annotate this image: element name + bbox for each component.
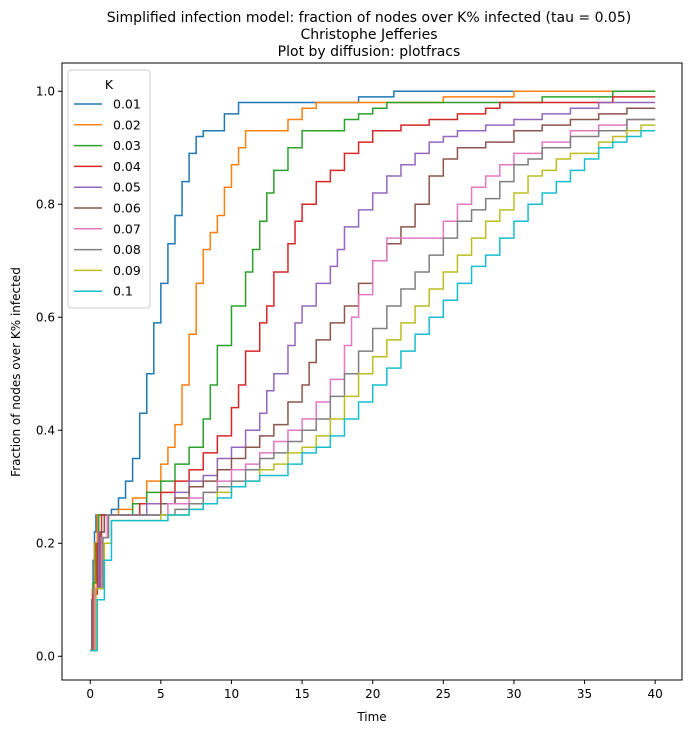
x-tick-label: 0 — [86, 687, 94, 701]
legend-label-0.01: 0.01 — [113, 97, 141, 112]
series-line-0.07 — [90, 118, 656, 652]
y-tick-label: 0.8 — [36, 197, 55, 211]
legend-label-0.07: 0.07 — [113, 221, 141, 236]
series-line-0.05 — [90, 101, 656, 652]
y-tick-label: 1.0 — [36, 84, 55, 98]
y-tick-label: 0.4 — [36, 423, 55, 437]
y-tick-label: 0.2 — [36, 536, 55, 550]
legend-title: K — [105, 77, 114, 92]
axis-layer: 0 5 10 15 20 25 30 35 40 0.0 0.2 0.4 0.6 0.8 1.0 — [36, 84, 663, 701]
x-tick-label: 25 — [436, 687, 451, 701]
legend-label-0.04: 0.04 — [113, 159, 141, 174]
series-line-0.01 — [90, 90, 656, 652]
legend-label-0.09: 0.09 — [113, 263, 141, 278]
y-tick-label: 0.0 — [36, 649, 55, 663]
chart-title: Simplified infection model: fraction of … — [107, 10, 631, 26]
legend: K 0.010.020.030.040.050.060.070.080.090.… — [67, 69, 151, 309]
plot-frame — [61, 62, 683, 681]
y-axis-label: Fraction of nodes over K% infected — [9, 267, 23, 477]
series-layer — [90, 90, 656, 652]
y-tick-label: 0.6 — [36, 310, 55, 324]
x-tick-label: 35 — [577, 687, 592, 701]
x-tick-label: 30 — [506, 687, 521, 701]
legend-items: 0.01 0.02 0.03 0.04 0.05 0.06 0.07 0.08 0.09 0.1 — [74, 97, 141, 299]
legend-box — [67, 69, 151, 309]
x-tick-label: 5 — [157, 687, 165, 701]
x-axis-label: Time — [356, 710, 386, 724]
legend-label-0.1: 0.1 — [113, 284, 133, 299]
series-line-0.04 — [90, 96, 656, 652]
x-tick-label: 10 — [224, 687, 239, 701]
legend-label-0.06: 0.06 — [113, 201, 141, 216]
legend-label-0.05: 0.05 — [113, 180, 141, 195]
chart-subtitle: Christophe Jefferies — [300, 27, 437, 43]
legend-label-0.08: 0.08 — [113, 242, 141, 257]
x-tick-label: 20 — [365, 687, 380, 701]
series-line-0.1 — [90, 130, 656, 652]
chart-subtitle-2: Plot by diffusion: plotfracs — [278, 44, 461, 60]
x-tick-label: 15 — [294, 687, 309, 701]
series-line-0.03 — [90, 90, 656, 652]
legend-label-0.03: 0.03 — [113, 138, 141, 153]
series-line-0.06 — [90, 107, 656, 652]
x-tick-label: 40 — [648, 687, 663, 701]
series-line-0.02 — [90, 90, 656, 652]
legend-label-0.02: 0.02 — [113, 117, 141, 132]
